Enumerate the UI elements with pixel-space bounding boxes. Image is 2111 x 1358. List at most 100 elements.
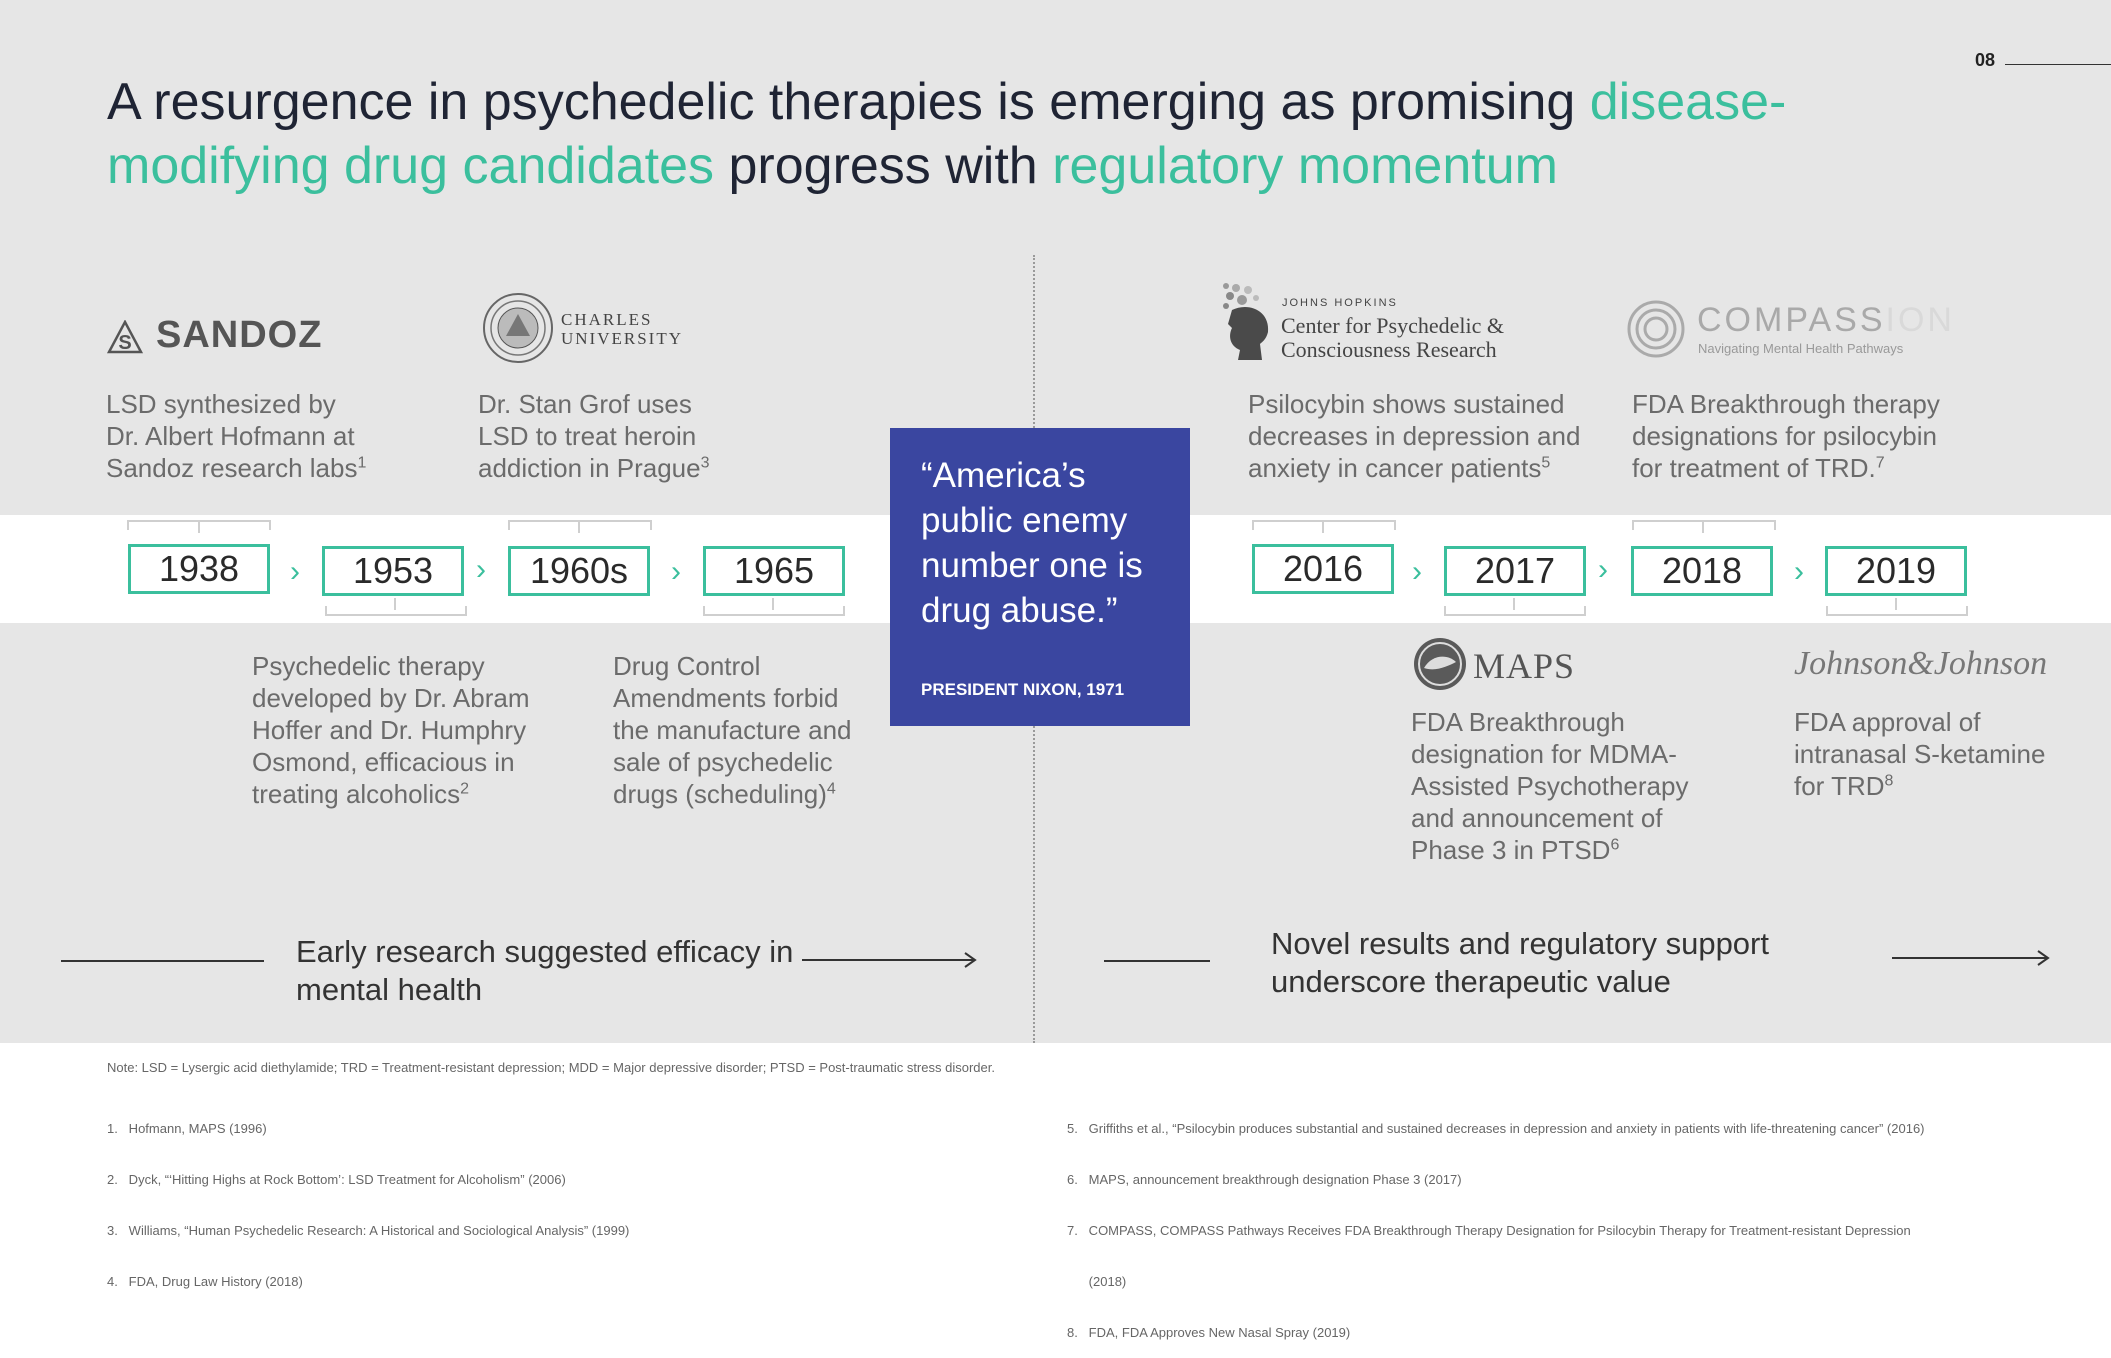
year-1960s: 1960s bbox=[508, 546, 650, 596]
johns-hopkins-logo bbox=[1218, 280, 1274, 369]
title-highlight-1: disease-modifying drug candidates bbox=[107, 73, 1787, 195]
compass-wordmark: COMPASSION bbox=[1697, 301, 1955, 340]
event-2019-text: FDA approval of intranasal S-ketamine fo… bbox=[1794, 707, 2046, 801]
year-2019: 2019 bbox=[1825, 546, 1967, 596]
footnote-7-continued: (2018) bbox=[1067, 1274, 1127, 1289]
head-dots-icon bbox=[1223, 283, 1269, 360]
year-1965: 1965 bbox=[703, 546, 845, 596]
footnote-ref-4: 4 bbox=[826, 780, 836, 798]
jh-line2: Consciousness Research bbox=[1281, 337, 1497, 362]
footnote-ref-8: 8 bbox=[1884, 772, 1894, 790]
chevron-right-icon: › bbox=[671, 555, 681, 588]
footnotes-left: 1. Hofmann, MAPS (1996) 2. Dyck, “‘Hitti… bbox=[107, 1086, 1087, 1307]
bracket-stem-1960s bbox=[578, 521, 580, 533]
compass-logo bbox=[1626, 297, 1686, 366]
johnson-and-johnson-wordmark: Johnson&Johnson bbox=[1794, 645, 2048, 682]
maps-logo bbox=[1412, 636, 1468, 697]
seal-icon bbox=[483, 293, 553, 363]
left-conclusion-line bbox=[61, 960, 264, 962]
footnote-4: 4. FDA, Drug Law History (2018) bbox=[107, 1274, 303, 1289]
year-2016: 2016 bbox=[1252, 544, 1394, 594]
event-1965-text: Drug Control Amendments forbid the manuf… bbox=[613, 651, 852, 809]
event-1953-text: Psychedelic therapy developed by Dr. Abr… bbox=[252, 651, 530, 809]
footnote-1: 1. Hofmann, MAPS (1996) bbox=[107, 1121, 267, 1136]
footnote-2: 2. Dyck, “‘Hitting Highs at Rock Bottom’… bbox=[107, 1172, 566, 1187]
year-1938: 1938 bbox=[128, 544, 270, 594]
bracket-stem-1965 bbox=[772, 598, 774, 610]
left-conclusion: Early research suggested efficacy in men… bbox=[296, 934, 794, 1007]
event-2016-description: Psilocybin shows sustained decreases in … bbox=[1248, 388, 1588, 484]
footnote-ref-2: 2 bbox=[460, 780, 470, 798]
right-conclusion-line bbox=[1104, 960, 1210, 962]
charles-line1: CHARLES bbox=[561, 310, 653, 329]
chevron-right-icon: › bbox=[476, 553, 486, 586]
year-2018: 2018 bbox=[1631, 546, 1773, 596]
event-1960s-description: Dr. Stan Grof uses LSD to treat heroin a… bbox=[478, 388, 738, 484]
sandoz-icon: S bbox=[106, 319, 144, 354]
bracket-2016 bbox=[1252, 520, 1396, 530]
abbreviation-note: Note: LSD = Lysergic acid diethylamide; … bbox=[107, 1060, 995, 1075]
event-1960s-text: Dr. Stan Grof uses LSD to treat heroin a… bbox=[478, 389, 701, 483]
event-2016-text: Psilocybin shows sustained decreases in … bbox=[1248, 389, 1581, 483]
chevron-right-icon: › bbox=[1598, 553, 1608, 586]
footnotes-right: 5. Griffiths et al., “Psilocybin produce… bbox=[1067, 1086, 2107, 1358]
bracket-stem-2017 bbox=[1513, 598, 1515, 610]
charles-university-wordmark: CHARLES UNIVERSITY bbox=[561, 310, 683, 348]
title-part3: progress with bbox=[714, 137, 1053, 195]
footnote-ref-7: 7 bbox=[1875, 454, 1885, 472]
bracket-stem-1938 bbox=[198, 521, 200, 533]
bracket-2018 bbox=[1632, 520, 1776, 530]
slide-title: A resurgence in psychedelic therapies is… bbox=[107, 70, 2007, 198]
arrow-right-icon bbox=[1892, 950, 2050, 966]
title-highlight-2: regulatory momentum bbox=[1052, 137, 1558, 195]
charles-line2: UNIVERSITY bbox=[561, 329, 683, 348]
right-arrow bbox=[1890, 946, 2052, 975]
page-number: 08 bbox=[1975, 50, 1996, 70]
bracket-2019 bbox=[1826, 606, 1968, 616]
chevron-right-icon: › bbox=[1412, 555, 1422, 588]
footnote-ref-3: 3 bbox=[700, 454, 710, 472]
bracket-stem-2016 bbox=[1322, 521, 1324, 533]
title-part1: A resurgence in psychedelic therapies is… bbox=[107, 73, 1590, 131]
charles-university-seal bbox=[482, 292, 554, 369]
compass-tagline: Navigating Mental Health Pathways bbox=[1698, 341, 1904, 356]
bracket-stem-2019 bbox=[1895, 598, 1897, 610]
bracket-2017 bbox=[1444, 606, 1586, 616]
event-1953-description: Psychedelic therapy developed by Dr. Abr… bbox=[252, 650, 552, 810]
footnote-5: 5. Griffiths et al., “Psilocybin produce… bbox=[1067, 1121, 1925, 1136]
quote-text: “America’s public enemy number one is dr… bbox=[921, 456, 1143, 630]
bracket-1965 bbox=[703, 606, 845, 616]
footnote-6: 6. MAPS, announcement breakthrough desig… bbox=[1067, 1172, 1462, 1187]
sandoz-logo: S bbox=[106, 319, 144, 359]
compass-faded-suffix: ION bbox=[1885, 301, 1955, 339]
right-conclusion: Novel results and regulatory support und… bbox=[1271, 926, 1769, 999]
sandoz-wordmark: SANDOZ bbox=[156, 314, 323, 356]
footnote-7: 7. COMPASS, COMPASS Pathways Receives FD… bbox=[1067, 1223, 1911, 1238]
footnote-3: 3. Williams, “Human Psychedelic Research… bbox=[107, 1223, 630, 1238]
page-number-rule bbox=[2005, 64, 2111, 65]
left-arrow bbox=[800, 948, 980, 977]
arrow-right-icon bbox=[802, 952, 977, 968]
event-1938-text: LSD synthesized by Dr. Albert Hofmann at… bbox=[106, 389, 358, 483]
year-1953: 1953 bbox=[322, 546, 464, 596]
footnote-ref-1: 1 bbox=[357, 454, 367, 472]
johns-hopkins-label: JOHNS HOPKINS bbox=[1282, 297, 1398, 309]
quote-attribution: PRESIDENT NIXON, 1971 bbox=[921, 680, 1125, 699]
bracket-1960s bbox=[508, 520, 652, 530]
bracket-stem-2018 bbox=[1702, 521, 1704, 533]
year-2017: 2017 bbox=[1444, 546, 1586, 596]
event-2017-description: FDA Breakthrough designation for MDMA-As… bbox=[1411, 706, 1711, 866]
svg-text:S: S bbox=[118, 332, 131, 354]
event-2018-description: FDA Breakthrough therapy designations fo… bbox=[1632, 388, 1972, 484]
chevron-right-icon: › bbox=[1794, 555, 1804, 588]
bracket-stem-1953 bbox=[394, 598, 396, 610]
event-1965-description: Drug Control Amendments forbid the manuf… bbox=[613, 650, 878, 810]
event-2019-description: FDA approval of intranasal S-ketamine fo… bbox=[1794, 706, 2064, 802]
footnote-8: 8. FDA, FDA Approves New Nasal Spray (20… bbox=[1067, 1325, 1351, 1340]
footnote-ref-5: 5 bbox=[1541, 454, 1551, 472]
chevron-right-icon: › bbox=[290, 555, 300, 588]
event-2018-text: FDA Breakthrough therapy designations fo… bbox=[1632, 389, 1940, 483]
johns-hopkins-center-name: Center for Psychedelic & Consciousness R… bbox=[1281, 314, 1504, 362]
maps-globe-icon bbox=[1414, 638, 1466, 690]
event-2017-text: FDA Breakthrough designation for MDMA-As… bbox=[1411, 707, 1689, 865]
